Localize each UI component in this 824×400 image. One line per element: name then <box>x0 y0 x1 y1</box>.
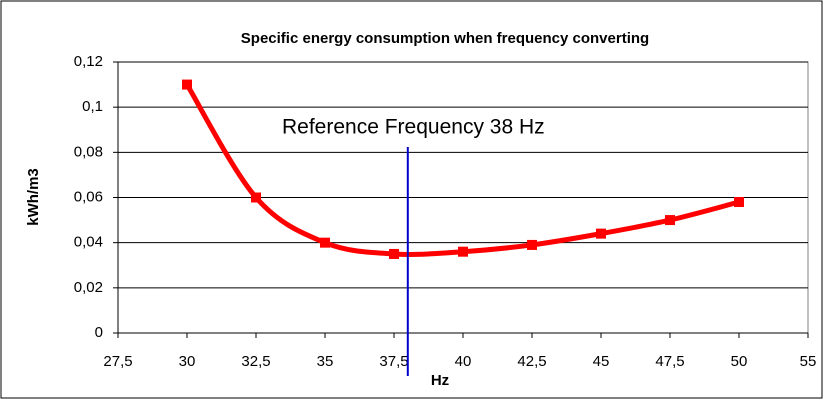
point-marker <box>182 79 192 90</box>
point-marker <box>734 197 744 208</box>
y-tick-label: 0,04 <box>74 234 103 251</box>
point-marker <box>251 192 261 203</box>
y-tick-label: 0,06 <box>74 188 103 205</box>
y-tick-label: 0 <box>95 324 103 341</box>
x-tick-label: 27,5 <box>103 353 132 370</box>
x-tick-label: 50 <box>731 353 748 370</box>
y-tick-label: 0,02 <box>74 279 103 296</box>
annotation: Reference Frequency 38 Hz <box>282 116 545 139</box>
x-tick-label: 45 <box>593 353 610 370</box>
x-tick-label: 30 <box>179 353 196 370</box>
x-tick-label: 35 <box>317 353 334 370</box>
point-marker <box>596 228 606 239</box>
x-tick-label: 42,5 <box>517 353 546 370</box>
point-marker <box>527 239 537 250</box>
y-tick-label: 0,12 <box>74 53 103 70</box>
x-tick-label: 47,5 <box>655 353 684 370</box>
x-tick-label: 32,5 <box>241 353 270 370</box>
point-marker <box>389 248 399 259</box>
x-tick-label: 55 <box>800 353 817 370</box>
y-tick-label: 0,08 <box>74 143 103 160</box>
point-marker <box>320 237 330 248</box>
y-axis-label: kWh/m3 <box>25 168 42 226</box>
x-tick-label: 37,5 <box>379 353 408 370</box>
y-tick-label: 0,1 <box>82 98 103 115</box>
x-axis-label: Hz <box>431 372 449 389</box>
point-marker <box>458 246 468 257</box>
point-marker <box>665 215 675 226</box>
x-tick-label: 40 <box>455 353 472 370</box>
chart-title: Specific energy consumption when frequen… <box>241 30 649 47</box>
